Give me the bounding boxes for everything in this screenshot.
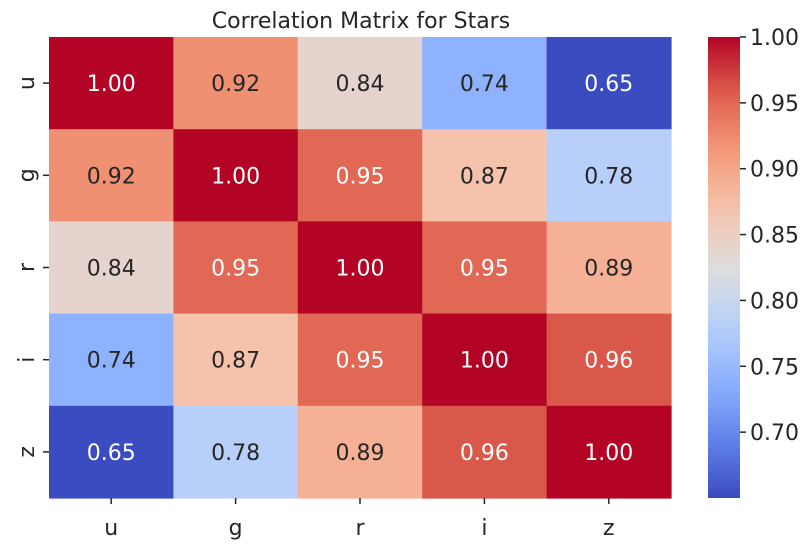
colorbar-tick-label-0.85: 0.85 <box>750 224 799 249</box>
cell-label-u-r: 0.84 <box>336 72 385 97</box>
cell-label-i-u: 0.74 <box>87 349 136 374</box>
cell-label-i-g: 0.87 <box>211 349 260 374</box>
heatmap-cell-u-z <box>546 37 672 130</box>
heatmap-cell-u-u <box>49 37 174 130</box>
cell-label-z-r: 0.89 <box>336 441 385 466</box>
heatmap-cell-r-i <box>422 221 548 315</box>
heatmap-cell-z-g <box>173 405 299 499</box>
heatmap-cell-g-z <box>546 129 672 222</box>
heatmap-cell-g-i <box>422 129 548 222</box>
cell-label-z-z: 1.00 <box>584 441 633 466</box>
cell-label-g-g: 1.00 <box>211 164 260 189</box>
colorbar-tick-label-0.90: 0.90 <box>750 158 799 183</box>
cell-label-u-i: 0.74 <box>460 72 509 97</box>
heatmap-cell-i-z <box>546 313 672 407</box>
y-axis-ticks: u g r i z <box>15 76 49 458</box>
x-tick-label-g: g <box>229 516 243 541</box>
cell-label-i-z: 0.96 <box>584 349 633 374</box>
heatmap-cell-u-g <box>173 37 299 130</box>
heatmap-cells <box>49 37 672 499</box>
heatmap-cell-z-i <box>422 405 548 499</box>
x-tick-label-r: r <box>355 516 365 541</box>
cell-label-u-g: 0.92 <box>211 72 260 97</box>
colorbar-tick-label-1.00: 1.00 <box>750 26 799 51</box>
cell-label-g-z: 0.78 <box>584 164 633 189</box>
heatmap-cell-u-i <box>422 37 548 130</box>
heatmap-cell-z-z <box>546 405 672 499</box>
y-tick-label-g: g <box>15 168 40 182</box>
cell-label-i-r: 0.95 <box>336 349 385 374</box>
cell-label-r-g: 0.95 <box>211 257 260 282</box>
heatmap-cell-g-u <box>49 129 174 222</box>
colorbar-gradient <box>708 37 740 498</box>
heatmap-cell-i-r <box>297 313 423 407</box>
heatmap-cell-z-u <box>49 405 174 499</box>
colorbar: 0.70 0.75 0.80 0.85 0.90 0.95 1.00 <box>708 26 799 498</box>
y-tick-label-r: r <box>15 262 40 272</box>
colorbar-tick-label-0.70: 0.70 <box>750 421 799 446</box>
cell-label-r-r: 1.00 <box>336 257 385 282</box>
cell-label-z-g: 0.78 <box>211 441 260 466</box>
heatmap-cell-z-r <box>297 405 423 499</box>
y-tick-label-u: u <box>15 76 40 90</box>
heatmap-cell-i-i <box>422 313 548 407</box>
x-tick-label-i: i <box>481 516 487 541</box>
heatmap-cell-u-r <box>297 37 423 130</box>
colorbar-tick-label-0.75: 0.75 <box>750 355 799 380</box>
x-tick-label-z: z <box>603 516 615 541</box>
x-tick-label-u: u <box>104 516 118 541</box>
cell-label-g-r: 0.95 <box>336 164 385 189</box>
heatmap-cell-i-g <box>173 313 299 407</box>
cell-label-g-u: 0.92 <box>87 164 136 189</box>
y-tick-label-z: z <box>15 446 40 458</box>
colorbar-tick-label-0.80: 0.80 <box>750 289 799 314</box>
cell-label-i-i: 1.00 <box>460 349 509 374</box>
cell-label-z-i: 0.96 <box>460 441 509 466</box>
cell-label-r-u: 0.84 <box>87 257 136 282</box>
heatmap-cell-r-r <box>297 221 423 315</box>
heatmap-cell-i-u <box>49 313 174 407</box>
colorbar-tick-label-0.95: 0.95 <box>750 92 799 117</box>
heatmap-cell-labels: 1.00 0.92 0.84 0.74 0.65 0.92 1.00 0.95 0.87 0.78… <box>87 72 634 466</box>
heatmap-cell-r-z <box>546 221 672 315</box>
heatmap-cell-g-r <box>297 129 423 222</box>
heatmap-cell-r-u <box>49 221 174 315</box>
chart-title: Correlation Matrix for Stars <box>212 9 510 34</box>
cell-label-r-i: 0.95 <box>460 257 509 282</box>
cell-label-r-z: 0.89 <box>584 257 633 282</box>
cell-label-u-z: 0.65 <box>584 72 633 97</box>
cell-label-u-u: 1.00 <box>87 72 136 97</box>
cell-label-g-i: 0.87 <box>460 164 509 189</box>
y-tick-label-i: i <box>15 357 40 363</box>
heatmap-cell-r-g <box>173 221 299 315</box>
cell-label-z-u: 0.65 <box>87 441 136 466</box>
heatmap-cell-g-g <box>173 129 299 222</box>
